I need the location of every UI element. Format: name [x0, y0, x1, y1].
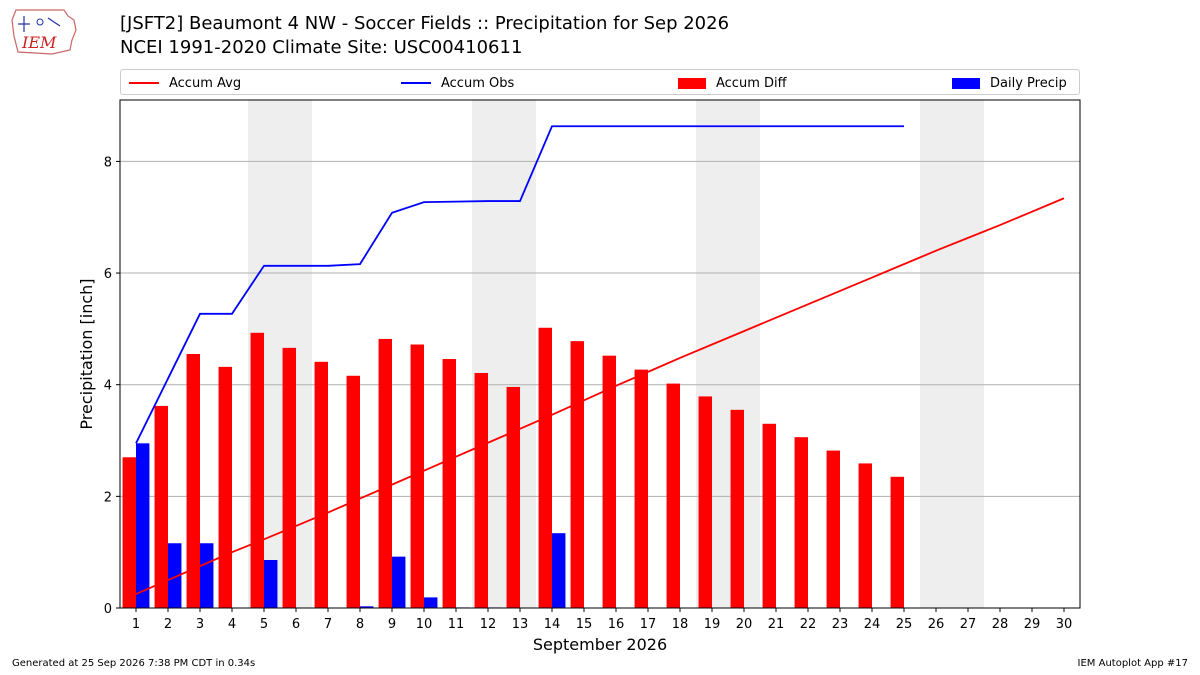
x-tick-label-24: 24 [864, 617, 881, 632]
accum-diff-swatch [678, 77, 706, 89]
legend-item-daily-precip: Daily Precip [952, 74, 1067, 92]
accum-diff-bar-day-13 [506, 386, 520, 608]
iem-logo-text: IEM [21, 33, 57, 52]
x-tick-label-30: 30 [1056, 617, 1073, 632]
legend-label-accum-avg: Accum Avg [169, 75, 242, 91]
legend-item-accum-avg: Accum Avg [129, 74, 241, 92]
accum-diff-bar-day-4 [218, 366, 232, 608]
plot-frame [119, 99, 1081, 609]
accum-diff-bar-day-18 [666, 383, 680, 608]
accum-diff-bar-day-14 [538, 327, 552, 608]
x-tick-label-25: 25 [896, 617, 913, 632]
generated-footer: Generated at 25 Sep 2026 7:38 PM CDT in … [12, 658, 256, 669]
weekend-shade-4 [920, 100, 984, 608]
accum-diff-bar-day-16 [602, 355, 616, 608]
x-tick-label-6: 6 [292, 617, 300, 632]
daily-precip-bar-day-2 [168, 543, 182, 608]
y-tick-label-2: 2 [104, 490, 112, 505]
accum-diff-bar-day-3 [186, 354, 200, 608]
daily-precip-bar-day-5 [264, 559, 278, 608]
legend-label-accum-diff: Accum Diff [716, 75, 787, 91]
x-tick-label-3: 3 [196, 617, 204, 632]
x-tick-label-11: 11 [448, 617, 465, 632]
legend-item-accum-diff: Accum Diff [678, 74, 787, 92]
daily-precip-bar-day-14 [552, 533, 566, 608]
accum-diff-bar-day-7 [314, 361, 328, 608]
accum-diff-bar-day-23 [826, 450, 840, 608]
accum-diff-bar-day-8 [346, 375, 360, 608]
y-tick-label-8: 8 [104, 155, 112, 170]
accum-avg-line [135, 197, 1065, 595]
x-tick-label-15: 15 [576, 617, 593, 632]
accum-diff-bar-day-5 [250, 332, 264, 608]
daily-precip-bar-day-3 [200, 543, 214, 608]
accum-diff-bar-day-2 [154, 405, 168, 608]
x-tick-label-21: 21 [768, 617, 785, 632]
x-tick-label-23: 23 [832, 617, 849, 632]
daily-precip-bar-day-9 [392, 556, 406, 608]
x-tick-label-16: 16 [608, 617, 625, 632]
accum-diff-bar-day-22 [794, 437, 808, 608]
x-tick-label-19: 19 [704, 617, 721, 632]
legend-label-accum-obs: Accum Obs [441, 75, 515, 91]
x-tick-label-13: 13 [512, 617, 529, 632]
accum-diff-bar-day-11 [442, 359, 456, 608]
x-tick-label-29: 29 [1024, 617, 1041, 632]
title-line-2: NCEI 1991-2020 Climate Site: USC00410611 [120, 37, 523, 58]
x-tick-label-26: 26 [928, 617, 945, 632]
x-tick-label-4: 4 [228, 617, 236, 632]
daily-precip-bar-day-8 [360, 606, 374, 608]
daily-precip-bar-day-10 [424, 597, 438, 608]
x-tick-label-20: 20 [736, 617, 753, 632]
x-tick-label-8: 8 [356, 617, 364, 632]
y-tick-label-6: 6 [104, 267, 112, 282]
legend-label-daily-precip: Daily Precip [990, 75, 1067, 91]
iem-logo: IEM [11, 9, 77, 55]
accum-obs-swatch [401, 82, 431, 84]
x-tick-label-5: 5 [260, 617, 268, 632]
x-tick-label-17: 17 [640, 617, 657, 632]
accum-diff-bar-day-17 [634, 369, 648, 608]
x-tick-label-9: 9 [388, 617, 396, 632]
accum-diff-bar-day-21 [762, 423, 776, 608]
x-axis-label: September 2026 [533, 635, 667, 654]
daily-precip-swatch [952, 77, 980, 89]
x-tick-label-14: 14 [544, 617, 561, 632]
accum-avg-swatch [129, 82, 159, 84]
x-tick-label-12: 12 [480, 617, 497, 632]
x-tick-label-22: 22 [800, 617, 817, 632]
accum-diff-bar-day-24 [858, 463, 872, 608]
accum-diff-bar-day-9 [378, 338, 392, 608]
x-tick-label-18: 18 [672, 617, 689, 632]
x-tick-label-28: 28 [992, 617, 1009, 632]
legend: Accum Avg Accum Obs Accum Diff Daily Pre… [120, 69, 1080, 95]
x-tick-label-1: 1 [132, 617, 140, 632]
accum-diff-bar-day-10 [410, 344, 424, 608]
x-tick-label-27: 27 [960, 617, 977, 632]
x-tick-label-7: 7 [324, 617, 332, 632]
accum-diff-bar-day-25 [890, 476, 904, 608]
accum-diff-bar-day-1 [122, 457, 136, 608]
accum-diff-bar-day-15 [570, 341, 584, 608]
accum-diff-bar-day-19 [698, 396, 712, 608]
title-line-1: [JSFT2] Beaumont 4 NW - Soccer Fields ::… [120, 13, 730, 34]
legend-item-accum-obs: Accum Obs [401, 74, 514, 92]
y-tick-label-0: 0 [104, 602, 112, 617]
accum-obs-line [135, 125, 904, 444]
app-footer: IEM Autoplot App #17 [1077, 658, 1188, 669]
accum-diff-bar-day-20 [730, 409, 744, 608]
x-tick-label-10: 10 [416, 617, 433, 632]
daily-precip-bar-day-1 [136, 443, 150, 608]
y-tick-label-4: 4 [104, 379, 112, 394]
chart-title: [JSFT2] Beaumont 4 NW - Soccer Fields ::… [120, 12, 729, 60]
accum-diff-bar-day-12 [474, 372, 488, 608]
accum-diff-bar-day-6 [282, 347, 296, 608]
y-axis-label: Precipitation [inch] [77, 278, 96, 429]
x-tick-label-2: 2 [164, 617, 172, 632]
